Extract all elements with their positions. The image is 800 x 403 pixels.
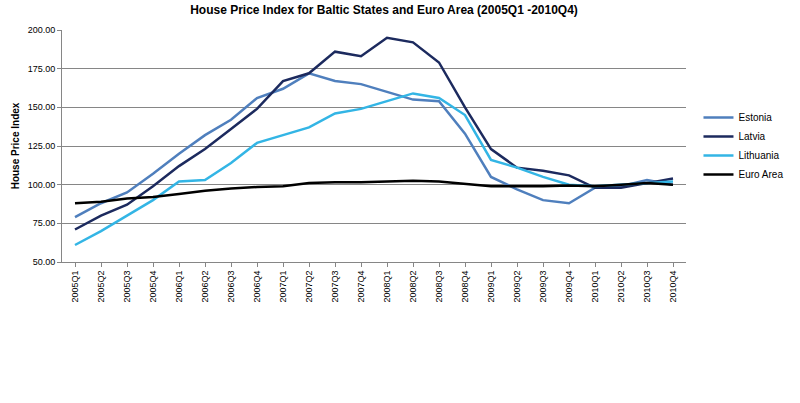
svg-text:2009Q4: 2009Q4 bbox=[564, 271, 574, 303]
svg-text:2005Q3: 2005Q3 bbox=[122, 271, 132, 303]
svg-text:2008Q4: 2008Q4 bbox=[460, 271, 470, 303]
svg-text:2009Q2: 2009Q2 bbox=[512, 271, 522, 303]
svg-text:Latvia: Latvia bbox=[738, 131, 765, 142]
svg-text:2007Q2: 2007Q2 bbox=[304, 271, 314, 303]
svg-text:2010Q1: 2010Q1 bbox=[590, 271, 600, 303]
svg-text:2006Q2: 2006Q2 bbox=[200, 271, 210, 303]
svg-text:2009Q1: 2009Q1 bbox=[486, 271, 496, 303]
svg-text:Lithuania: Lithuania bbox=[738, 150, 779, 161]
svg-text:2010Q2: 2010Q2 bbox=[616, 271, 626, 303]
svg-text:2005Q1: 2005Q1 bbox=[70, 271, 80, 303]
svg-text:2005Q2: 2005Q2 bbox=[96, 271, 106, 303]
svg-text:2005Q4: 2005Q4 bbox=[148, 271, 158, 303]
svg-text:2008Q2: 2008Q2 bbox=[408, 271, 418, 303]
svg-text:Estonia: Estonia bbox=[738, 112, 772, 123]
svg-text:50.00: 50.00 bbox=[33, 257, 56, 267]
svg-text:2008Q1: 2008Q1 bbox=[382, 271, 392, 303]
svg-text:Euro Area: Euro Area bbox=[738, 169, 783, 180]
svg-text:2010Q3: 2010Q3 bbox=[642, 271, 652, 303]
svg-text:House Price Index for Baltic S: House Price Index for Baltic States and … bbox=[190, 3, 578, 17]
svg-text:200.00: 200.00 bbox=[28, 25, 56, 35]
svg-text:150.00: 150.00 bbox=[28, 102, 56, 112]
svg-text:2009Q3: 2009Q3 bbox=[538, 271, 548, 303]
svg-text:175.00: 175.00 bbox=[28, 64, 56, 74]
svg-text:2006Q4: 2006Q4 bbox=[252, 271, 262, 303]
svg-text:125.00: 125.00 bbox=[28, 141, 56, 151]
svg-text:2010Q4: 2010Q4 bbox=[668, 271, 678, 303]
svg-text:2007Q4: 2007Q4 bbox=[356, 271, 366, 303]
svg-text:2007Q1: 2007Q1 bbox=[278, 271, 288, 303]
svg-text:100.00: 100.00 bbox=[28, 180, 56, 190]
svg-text:House Price Index: House Price Index bbox=[10, 102, 21, 189]
svg-text:75.00: 75.00 bbox=[33, 218, 56, 228]
svg-text:2006Q3: 2006Q3 bbox=[226, 271, 236, 303]
svg-text:2007Q3: 2007Q3 bbox=[330, 271, 340, 303]
svg-text:2006Q1: 2006Q1 bbox=[174, 271, 184, 303]
svg-text:2008Q3: 2008Q3 bbox=[434, 271, 444, 303]
